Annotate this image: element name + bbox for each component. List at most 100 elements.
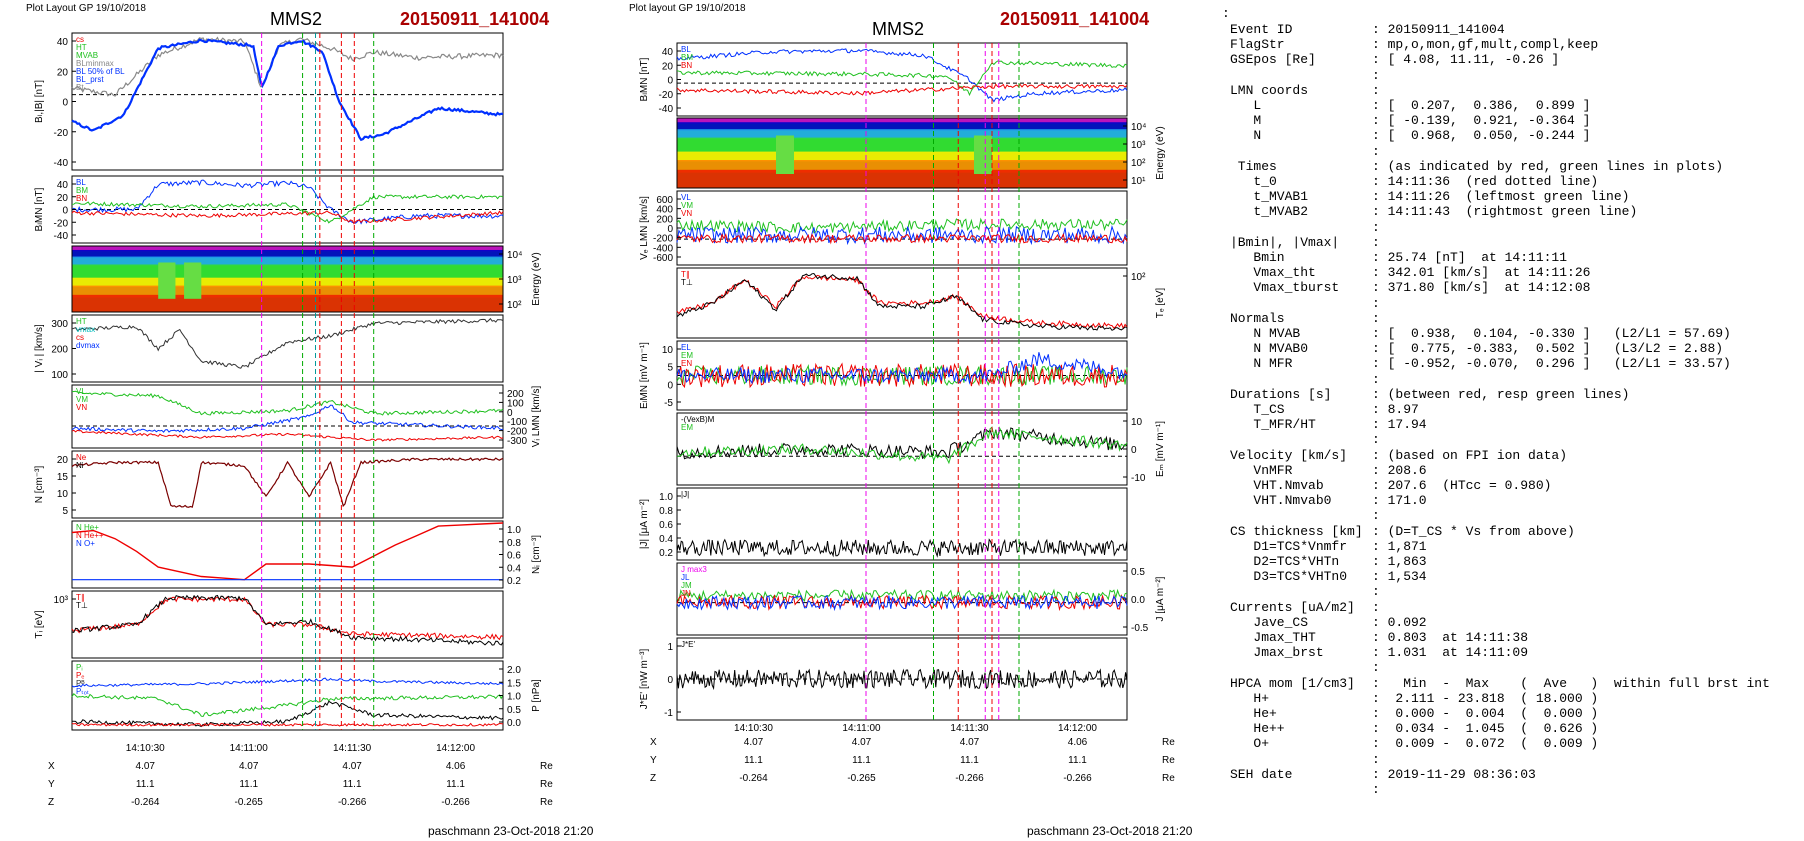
orbit-value: -0.264	[739, 773, 768, 784]
y-tick-label: 0	[667, 380, 673, 391]
series-line	[676, 426, 1128, 465]
info-value: : 0.803 at 14:11:38	[1372, 630, 1529, 645]
info-value: : 1.031 at 14:11:09	[1372, 645, 1529, 661]
legend-entry: EN	[681, 359, 692, 368]
event-info-table: : Event ID: 20150911_141004 FlagStr: mp,o…	[1222, 6, 1802, 806]
y-tick-label-right: 0.6	[507, 551, 521, 562]
y-axis-label: | Vᵢ | [km/s]	[34, 324, 45, 373]
series-line	[71, 390, 504, 416]
info-value: :	[1372, 432, 1380, 448]
y-axis-label: Tᵢ [eV]	[34, 610, 45, 638]
legend-entry: VL	[76, 387, 86, 396]
panel-frame	[71, 314, 504, 383]
y-axis-label-right: Nᵢ [cm⁻³]	[531, 535, 542, 574]
info-key: t_MVAB2	[1230, 204, 1309, 220]
orbit-unit: Re	[1162, 737, 1175, 748]
info-top-colon: :	[1222, 6, 1230, 21]
info-value: : 20150911_141004	[1372, 22, 1505, 37]
legend-entry: HT	[76, 43, 87, 52]
mid-event: 20150911_141004	[1000, 9, 1149, 29]
orbit-value: -0.265	[847, 773, 876, 784]
info-key: Jmax_THT	[1230, 630, 1316, 645]
series-line	[676, 83, 1128, 96]
y-tick-label-right: -0.5	[1131, 623, 1149, 634]
orbit-value: 11.1	[744, 755, 763, 766]
info-key: VnMFR	[1230, 462, 1293, 478]
info-key: |Bmin|, |Vmax|	[1230, 234, 1340, 250]
mid-footer: paschmann 23-Oct-2018 21:20	[1027, 824, 1193, 838]
y-axis-label-right: Vᵢ LMN [km/s]	[531, 385, 542, 447]
y-tick-label: -20	[54, 128, 69, 139]
y-tick-label-right: 0	[1131, 445, 1137, 456]
y-tick-label-right: -200	[507, 427, 527, 438]
info-value: : 2019-11-29 08:36:03	[1372, 766, 1536, 782]
legend-entry: |J|	[681, 490, 689, 499]
y-tick-label-right: 10²	[507, 300, 522, 311]
info-value: : 371.80 [km/s] at 14:12:08	[1372, 280, 1591, 296]
legend-entry: BL	[76, 178, 86, 187]
left-header: Plot Layout GP 19/10/2018	[26, 3, 146, 14]
y-tick-label: 0.4	[659, 534, 673, 545]
y-tick-label: -200	[653, 234, 673, 245]
info-value: : [ 0.775, -0.383, 0.502 ] (L3/L2 = 2.88…	[1372, 341, 1724, 357]
info-value: : (D=T_CS * Vs from above)	[1372, 523, 1575, 539]
time-tick-label: 14:11:00	[230, 743, 269, 754]
y-tick-label: 100	[51, 370, 68, 381]
info-value: :	[1372, 508, 1380, 524]
y-tick-label: 0.6	[659, 520, 673, 531]
y-axis-label-right: Energy (eV)	[1155, 126, 1166, 179]
spectrogram-band	[677, 137, 1127, 153]
spectrogram-gap	[158, 262, 176, 299]
info-value: : 14:11:26 (leftmost green line)	[1372, 189, 1630, 205]
time-tick-label: 14:12:00	[1058, 723, 1097, 734]
series-line	[676, 272, 1128, 331]
info-key: Times	[1230, 158, 1277, 174]
info-value: : 208.6	[1372, 462, 1427, 478]
info-key: N	[1230, 128, 1262, 144]
y-tick-label-right: -100	[507, 417, 527, 428]
series-line	[676, 60, 1128, 97]
y-tick-label-right: 1.0	[507, 692, 521, 703]
spectrogram-band	[72, 264, 503, 279]
legend-entry: vmax	[76, 325, 95, 334]
y-tick-label: 20	[57, 455, 69, 466]
info-key: Event ID	[1230, 22, 1293, 37]
orbit-value: 11.1	[343, 779, 362, 790]
panel-7: 1.0 0.8 0.6 0.4 0.2 |J| [μA m⁻²] |J|	[639, 487, 1128, 561]
spectrogram-band	[677, 129, 1127, 139]
series-line	[71, 38, 504, 142]
y-tick-label: 300	[51, 319, 68, 330]
info-key: FlagStr	[1230, 37, 1285, 53]
left-footer: paschmann 23-Oct-2018 21:20	[428, 824, 594, 838]
y-tick-label-right: 10²	[1131, 158, 1146, 169]
y-tick-label: 1.0	[659, 492, 673, 503]
info-value: : [ 0.207, 0.386, 0.899 ]	[1372, 98, 1591, 113]
info-value: : 14:11:36 (red dotted line)	[1372, 174, 1599, 189]
y-axis-label: Vₑ LMN [km/s]	[639, 196, 650, 260]
y-tick-label: 10³	[54, 595, 69, 606]
orbit-unit: Re	[1162, 755, 1175, 766]
legend-entry: VL	[681, 193, 691, 202]
y-tick-label: 15	[57, 472, 69, 483]
time-tick-label: 14:11:00	[842, 723, 881, 734]
info-key: Vmax_tht	[1230, 265, 1316, 281]
y-tick-label: 20	[57, 67, 69, 78]
left-time-axis: 14:10:30 14:11:00 14:11:30 14:12:00	[126, 743, 476, 754]
series-line	[71, 194, 504, 224]
y-tick-label-right: 2.0	[507, 665, 521, 676]
legend-entry: Ne	[76, 453, 87, 462]
info-key: Bmin	[1230, 250, 1285, 265]
orbit-value: 4.07	[960, 737, 980, 748]
spectrogram-band	[72, 294, 503, 312]
series-line	[676, 232, 1128, 245]
info-key: M	[1230, 113, 1262, 129]
time-tick-label: 14:11:30	[950, 723, 989, 734]
info-key: Vmax_tburst	[1230, 280, 1340, 296]
legend-entry: T∥	[681, 270, 690, 279]
y-axis-label: J*E' [nW m⁻³]	[639, 649, 650, 710]
series-line	[676, 588, 1128, 603]
panel-frame	[676, 562, 1128, 636]
